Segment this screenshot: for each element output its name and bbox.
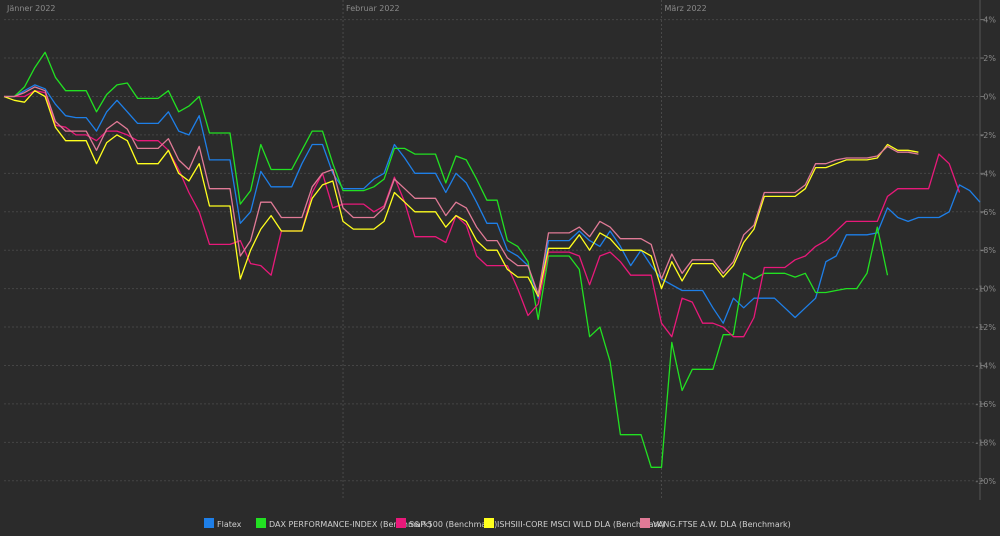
- y-tick-label: -6%: [980, 208, 996, 217]
- y-tick-label: -14%: [975, 361, 996, 370]
- y-tick-label: -16%: [975, 400, 996, 409]
- y-tick-label: 0%: [983, 92, 996, 101]
- month-labels: Jänner 2022 Februar 2022 März 2022: [6, 4, 707, 13]
- legend-label-4: VANG.FTSE A.W. DLA (Benchmark): [653, 520, 791, 529]
- y-tick-label: 4%: [983, 16, 996, 25]
- series-line-2: [4, 90, 961, 338]
- y-tick-label: -4%: [980, 169, 996, 178]
- month-label-mar: März 2022: [665, 4, 707, 13]
- month-label-feb: Februar 2022: [346, 4, 400, 13]
- legend-label-2: S&P 500 (Benchmark): [409, 520, 497, 529]
- legend-swatch-1: [256, 518, 266, 528]
- legend-swatch-3: [484, 518, 494, 528]
- series-lines: [3, 51, 981, 468]
- y-tick-label: -2%: [980, 131, 996, 140]
- y-tick-label: -12%: [975, 323, 996, 332]
- legend[interactable]: Flatex DAX PERFORMANCE-INDEX (Benchmark)S…: [204, 518, 791, 529]
- y-tick-label: -18%: [975, 438, 996, 447]
- legend-swatch-2: [396, 518, 406, 528]
- y-tick-label: -10%: [975, 285, 996, 294]
- series-line-1: [4, 51, 889, 468]
- legend-label-3: ISHSIII-CORE MSCI WLD DLA (Benchmark): [497, 520, 665, 529]
- y-tick-label: -20%: [975, 477, 996, 486]
- month-label-jan: Jänner 2022: [6, 4, 56, 13]
- legend-swatch-4: [640, 518, 650, 528]
- series-line-3: [3, 90, 919, 297]
- legend-label-0: Flatex: [217, 520, 242, 529]
- legend-swatch-0: [204, 518, 214, 528]
- legend-label-1: DAX PERFORMANCE-INDEX (Benchmark): [269, 520, 432, 529]
- series-line-4: [4, 86, 919, 296]
- y-axis: 4% 2% 0% -2% -4% -6% -8% -10% -12% -14% -16% -18% -2…: [975, 0, 996, 500]
- y-tick-label: 2%: [983, 54, 996, 63]
- y-tick-label: -8%: [980, 246, 996, 255]
